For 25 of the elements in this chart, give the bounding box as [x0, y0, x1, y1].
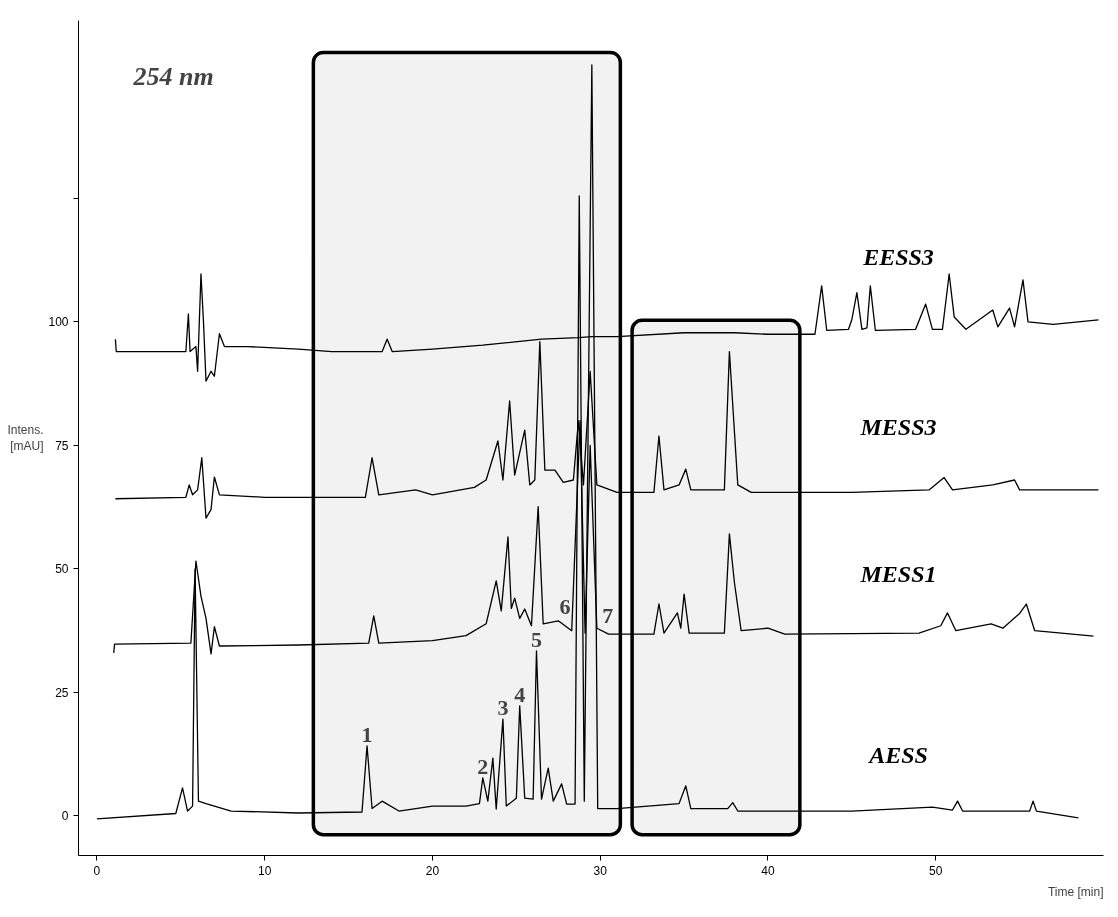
- annotation: 254 nm: [132, 61, 214, 91]
- annotation: 1: [361, 721, 373, 747]
- y-tick-label: 100: [48, 315, 69, 330]
- series-label: AESS: [867, 742, 928, 769]
- annotation: 2: [477, 753, 489, 779]
- y-tick-label: 50: [55, 562, 69, 577]
- y-tick-label: 25: [55, 685, 69, 700]
- series-label: MESS3: [859, 414, 937, 441]
- series-label: EESS3: [862, 244, 934, 271]
- annotation: 4: [514, 681, 526, 707]
- series-label: MESS1: [859, 560, 937, 587]
- annotation: 6: [559, 593, 571, 619]
- x-tick-label: 20: [425, 863, 440, 878]
- y-tick-label: 0: [61, 809, 69, 824]
- x-tick-label: 0: [93, 863, 101, 878]
- annotation: 7: [602, 602, 614, 628]
- x-tick-label: 30: [593, 863, 608, 878]
- x-tick-label: 50: [929, 863, 943, 878]
- x-tick-label: 40: [761, 863, 775, 878]
- annotation: 3: [497, 695, 509, 721]
- x-tick-label: 10: [258, 863, 272, 878]
- y-tick-label: 75: [55, 438, 69, 453]
- y-axis-title: Intens. [mAU]: [7, 422, 44, 454]
- annotation: 5: [530, 626, 542, 652]
- x-axis-title: Time [min]: [1047, 884, 1104, 899]
